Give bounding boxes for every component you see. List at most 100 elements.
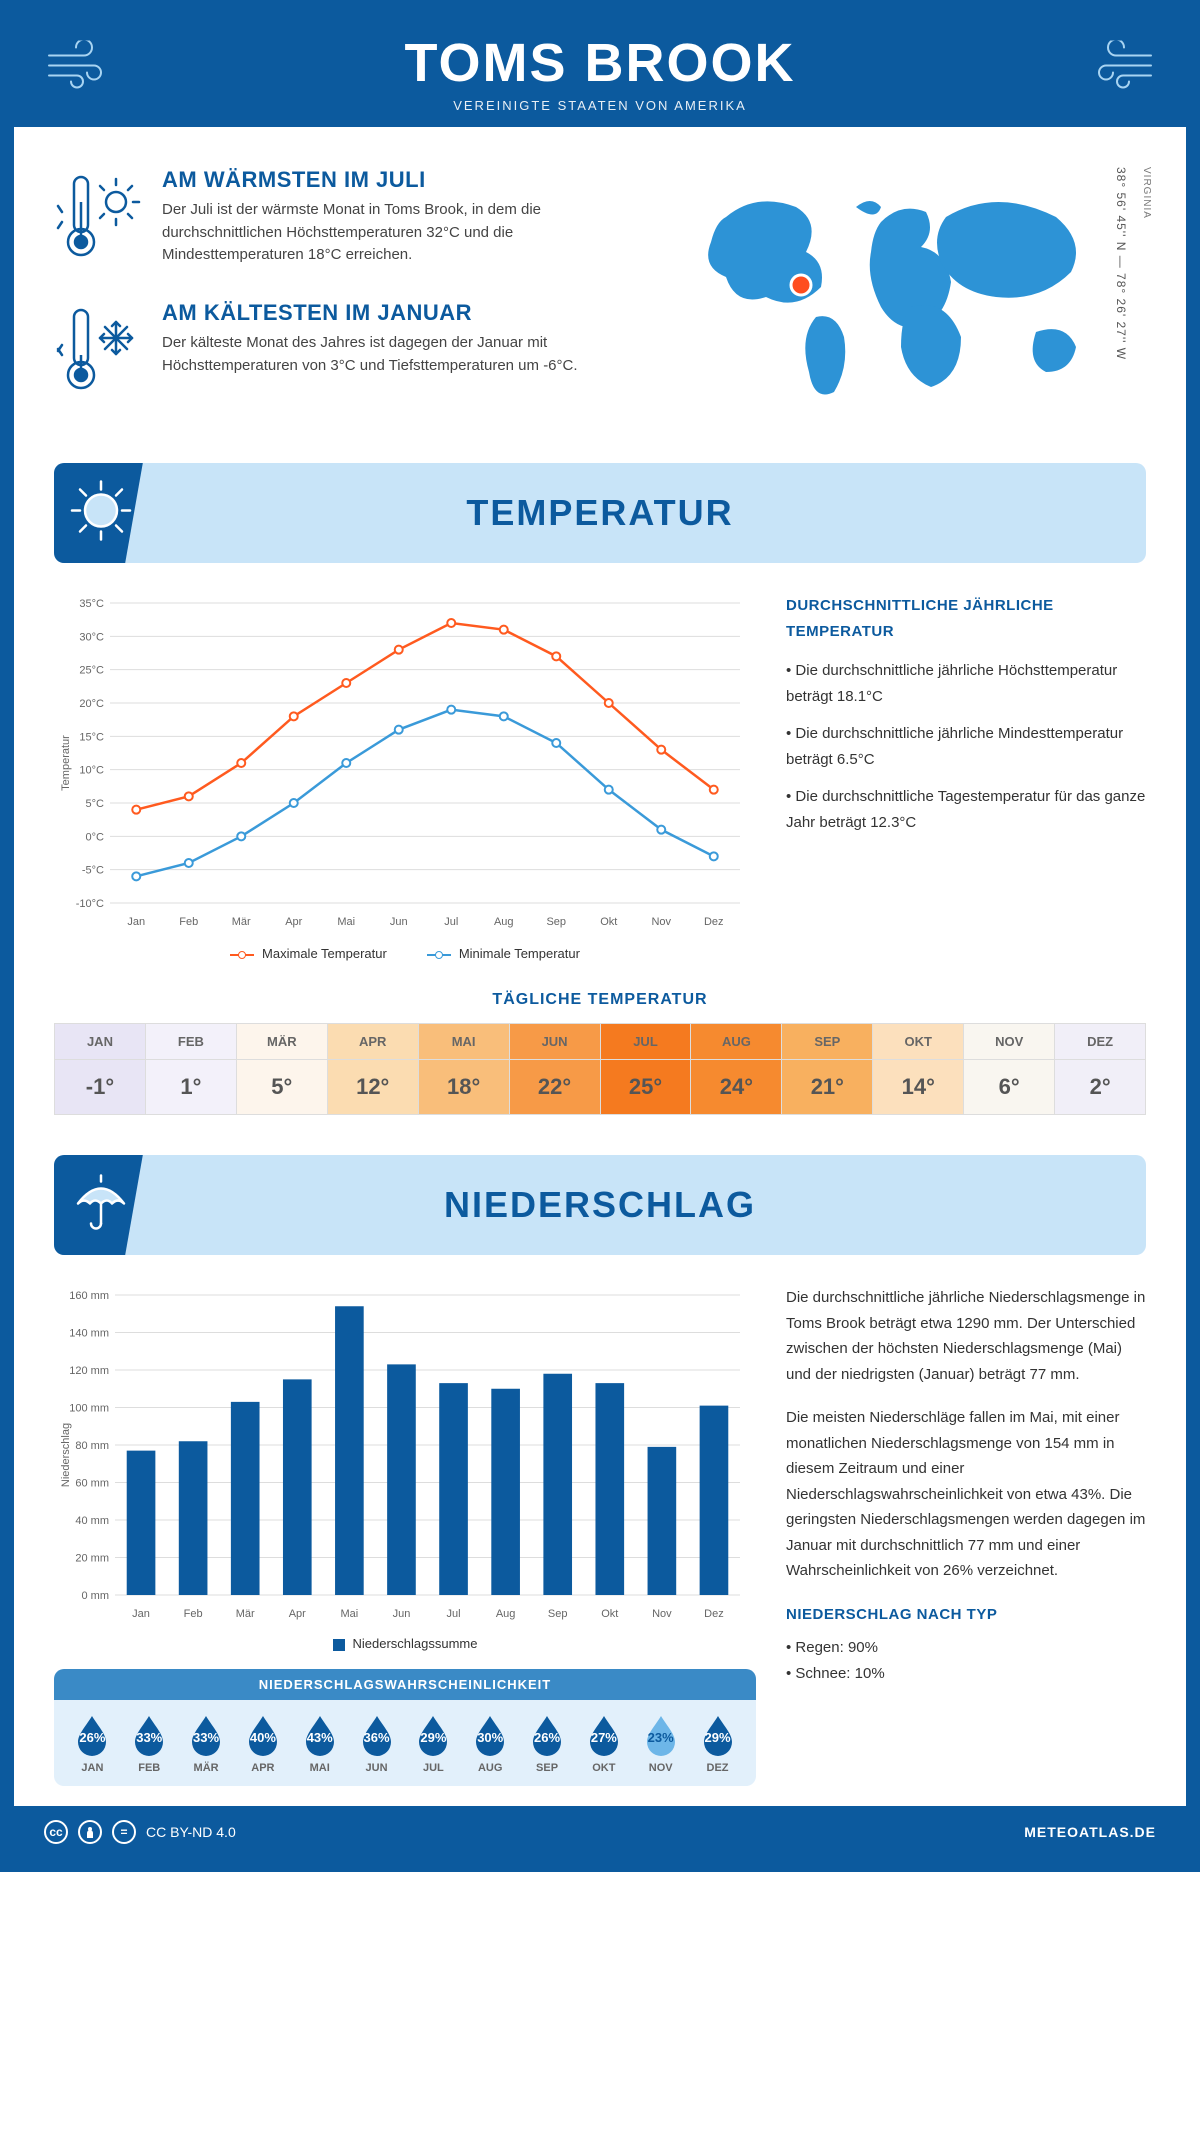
- section-title: TEMPERATUR: [466, 492, 733, 534]
- month-label: MÄR: [178, 1762, 235, 1774]
- svg-text:160 mm: 160 mm: [69, 1290, 109, 1302]
- world-map: VIRGINIA 38° 56' 45'' N — 78° 26' 27'' W: [666, 167, 1146, 433]
- svg-text:Nov: Nov: [651, 916, 671, 928]
- type-rain: • Regen: 90%: [786, 1635, 1146, 1661]
- summary-bullet: • Die durchschnittliche Tagestemperatur …: [786, 784, 1146, 835]
- svg-text:Okt: Okt: [601, 1608, 618, 1620]
- daily-temp-cell: FEB1°: [146, 1024, 237, 1114]
- month-label: FEB: [121, 1762, 178, 1774]
- thermometer-sun-icon: [54, 167, 144, 272]
- fact-text: Der Juli ist der wärmste Monat in Toms B…: [162, 199, 636, 267]
- temp-value: 2°: [1055, 1060, 1145, 1114]
- svg-text:0 mm: 0 mm: [82, 1590, 110, 1602]
- month-label: OKT: [873, 1024, 963, 1060]
- prob-cell: 33% MÄR: [178, 1712, 235, 1774]
- fact-title: AM WÄRMSTEN IM JULI: [162, 167, 636, 193]
- thermometer-snow-icon: [54, 300, 144, 405]
- svg-text:25°C: 25°C: [79, 665, 104, 677]
- type-heading: NIEDERSCHLAG NACH TYP: [786, 1602, 1146, 1628]
- summary-bullet: • Die durchschnittliche jährliche Höchst…: [786, 658, 1146, 709]
- raindrop-icon: 26%: [70, 1712, 114, 1756]
- svg-text:-10°C: -10°C: [76, 898, 104, 910]
- legend-max: Maximale Temperatur: [230, 946, 387, 961]
- prob-cell: 33%FEB: [121, 1712, 178, 1774]
- temperature-line-chart: Temperatur-10°C-5°C0°C5°C10°C15°C20°C25°…: [54, 593, 756, 961]
- precipitation-summary: Die durchschnittliche jährliche Niedersc…: [786, 1285, 1146, 1786]
- prob-cell: 26%SEP: [519, 1712, 576, 1774]
- month-label: MAI: [291, 1762, 348, 1774]
- daily-temp-cell: DEZ2°: [1055, 1024, 1145, 1114]
- svg-text:Sep: Sep: [548, 1608, 568, 1620]
- svg-text:Mär: Mär: [236, 1608, 255, 1620]
- raindrop-icon: 26%: [525, 1712, 569, 1756]
- month-label: SEP: [782, 1024, 872, 1060]
- daily-temp-cell: JUL25°: [601, 1024, 692, 1114]
- page-subtitle: VEREINIGTE STAATEN VON AMERIKA: [14, 98, 1186, 113]
- raindrop-icon: 33%: [184, 1712, 228, 1756]
- temp-value: 25°: [601, 1060, 691, 1114]
- region-label: VIRGINIA: [1141, 167, 1152, 219]
- month-label: DEZ: [689, 1762, 746, 1774]
- month-label: JAN: [55, 1024, 145, 1060]
- temp-value: 12°: [328, 1060, 418, 1114]
- svg-text:Jul: Jul: [447, 1608, 461, 1620]
- svg-text:Feb: Feb: [179, 916, 198, 928]
- svg-text:Jun: Jun: [390, 916, 408, 928]
- month-label: DEZ: [1055, 1024, 1145, 1060]
- svg-text:30°C: 30°C: [79, 631, 104, 643]
- svg-text:0°C: 0°C: [86, 831, 105, 843]
- site-name: METEOATLAS.DE: [1024, 1824, 1156, 1840]
- cc-icon: cc: [44, 1820, 68, 1844]
- month-label: APR: [328, 1024, 418, 1060]
- coordinates: 38° 56' 45'' N — 78° 26' 27'' W: [1114, 167, 1128, 360]
- svg-text:Jun: Jun: [393, 1608, 411, 1620]
- license: cc = CC BY-ND 4.0: [44, 1820, 236, 1844]
- header: TOMS BROOK VEREINIGTE STAATEN VON AMERIK…: [14, 14, 1186, 127]
- raindrop-icon: 36%: [355, 1712, 399, 1756]
- svg-text:Jan: Jan: [127, 916, 145, 928]
- daily-temp-cell: AUG24°: [691, 1024, 782, 1114]
- svg-text:Apr: Apr: [285, 916, 302, 928]
- svg-text:15°C: 15°C: [79, 731, 104, 743]
- month-label: JUN: [348, 1762, 405, 1774]
- prob-cell: 36% JUN: [348, 1712, 405, 1774]
- by-icon: [78, 1820, 102, 1844]
- daily-temp-cell: MAI18°: [419, 1024, 510, 1114]
- section-header-temperature: TEMPERATUR: [54, 463, 1146, 563]
- coldest-fact: AM KÄLTESTEN IM JANUAR Der kälteste Mona…: [54, 300, 636, 405]
- bar-legend: Niederschlagssumme: [54, 1636, 756, 1651]
- prob-heading: NIEDERSCHLAGSWAHRSCHEINLICHKEIT: [54, 1669, 756, 1700]
- svg-text:Mai: Mai: [337, 916, 355, 928]
- legend-min: Minimale Temperatur: [427, 946, 580, 961]
- type-snow: • Schnee: 10%: [786, 1661, 1146, 1687]
- month-label: FEB: [146, 1024, 236, 1060]
- prob-cell: 43%MAI: [291, 1712, 348, 1774]
- raindrop-icon: 29%: [411, 1712, 455, 1756]
- daily-temp-cell: OKT14°: [873, 1024, 964, 1114]
- svg-text:Dez: Dez: [704, 1608, 724, 1620]
- svg-text:Jul: Jul: [444, 916, 458, 928]
- svg-text:Apr: Apr: [289, 1608, 306, 1620]
- temp-value: 18°: [419, 1060, 509, 1114]
- map-svg: [666, 167, 1106, 407]
- temp-value: 22°: [510, 1060, 600, 1114]
- temp-value: 24°: [691, 1060, 781, 1114]
- fact-text: Der kälteste Monat des Jahres ist dagege…: [162, 332, 636, 377]
- svg-text:Sep: Sep: [546, 916, 566, 928]
- summary-bullet: • Die durchschnittliche jährliche Mindes…: [786, 721, 1146, 772]
- precipitation-bar-chart: Niederschlag0 mm20 mm40 mm60 mm80 mm100 …: [54, 1285, 756, 1651]
- month-label: MAI: [419, 1024, 509, 1060]
- raindrop-icon: 27%: [582, 1712, 626, 1756]
- temperature-summary: DURCHSCHNITTLICHE JÄHRLICHE TEMPERATUR •…: [786, 593, 1146, 961]
- svg-text:35°C: 35°C: [79, 598, 104, 610]
- svg-text:120 mm: 120 mm: [69, 1365, 109, 1377]
- temp-value: 14°: [873, 1060, 963, 1114]
- daily-temp-cell: MÄR5°: [237, 1024, 328, 1114]
- wind-icon: [1086, 37, 1156, 104]
- daily-temp-cell: SEP21°: [782, 1024, 873, 1114]
- prob-cell: 27%OKT: [575, 1712, 632, 1774]
- svg-text:Niederschlag: Niederschlag: [60, 1423, 72, 1487]
- svg-text:20 mm: 20 mm: [75, 1553, 109, 1565]
- section-header-precipitation: NIEDERSCHLAG: [54, 1155, 1146, 1255]
- climate-facts: AM WÄRMSTEN IM JULI Der Juli ist der wär…: [54, 167, 636, 433]
